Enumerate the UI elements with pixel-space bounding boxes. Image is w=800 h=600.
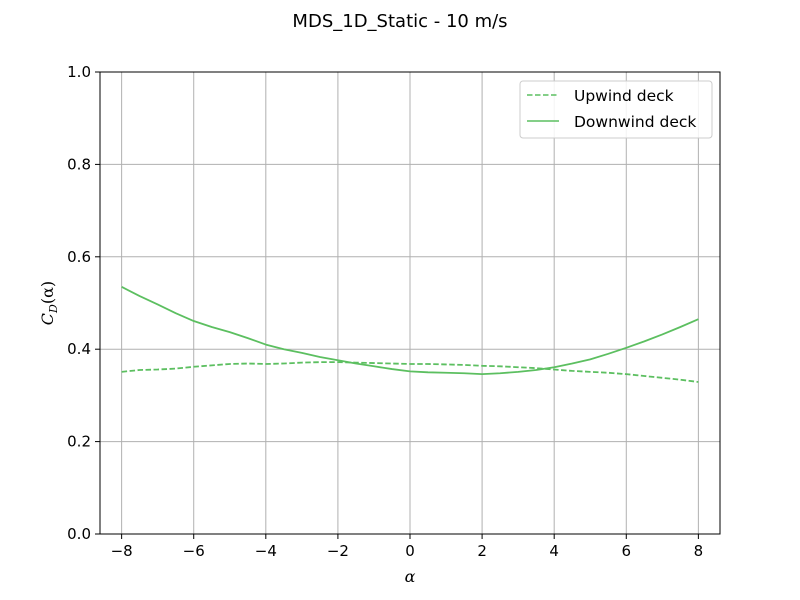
x-tick-label: 6 (622, 542, 632, 560)
y-tick-label: 0.0 (67, 525, 91, 543)
x-tick-label: 8 (694, 542, 704, 560)
x-tick-label: 4 (549, 542, 559, 560)
legend-box (519, 80, 713, 139)
y-axis-label: CD(α) (38, 281, 60, 325)
x-tick-label: −2 (327, 542, 349, 560)
ticks: −8 −6 −4 −2 0 2 4 6 8 0.0 0.2 0.4 0.6 0.8 1.0 (67, 63, 703, 560)
legend: Upwind deck Downwind deck (519, 80, 713, 139)
y-tick-label: 0.8 (67, 155, 91, 173)
series-line-upwind (121, 361, 699, 383)
y-tick-label: 0.6 (67, 248, 91, 266)
y-tick-label: 1.0 (67, 63, 91, 81)
x-tick-label: −6 (183, 542, 205, 560)
legend-label-downwind: Downwind deck (574, 113, 696, 131)
x-tick-label: −4 (255, 542, 277, 560)
x-tick-label: 0 (405, 542, 415, 560)
y-tick-label: 0.2 (67, 433, 91, 451)
series-layer (121, 286, 699, 383)
chart-title: MDS_1D_Static - 10 m/s (292, 11, 507, 32)
y-tick-label: 0.4 (67, 340, 91, 358)
series-line-downwind (121, 286, 699, 376)
x-tick-label: −8 (111, 542, 133, 560)
x-axis-label: α (405, 567, 416, 586)
x-tick-label: 2 (477, 542, 487, 560)
legend-label-upwind: Upwind deck (574, 87, 674, 105)
